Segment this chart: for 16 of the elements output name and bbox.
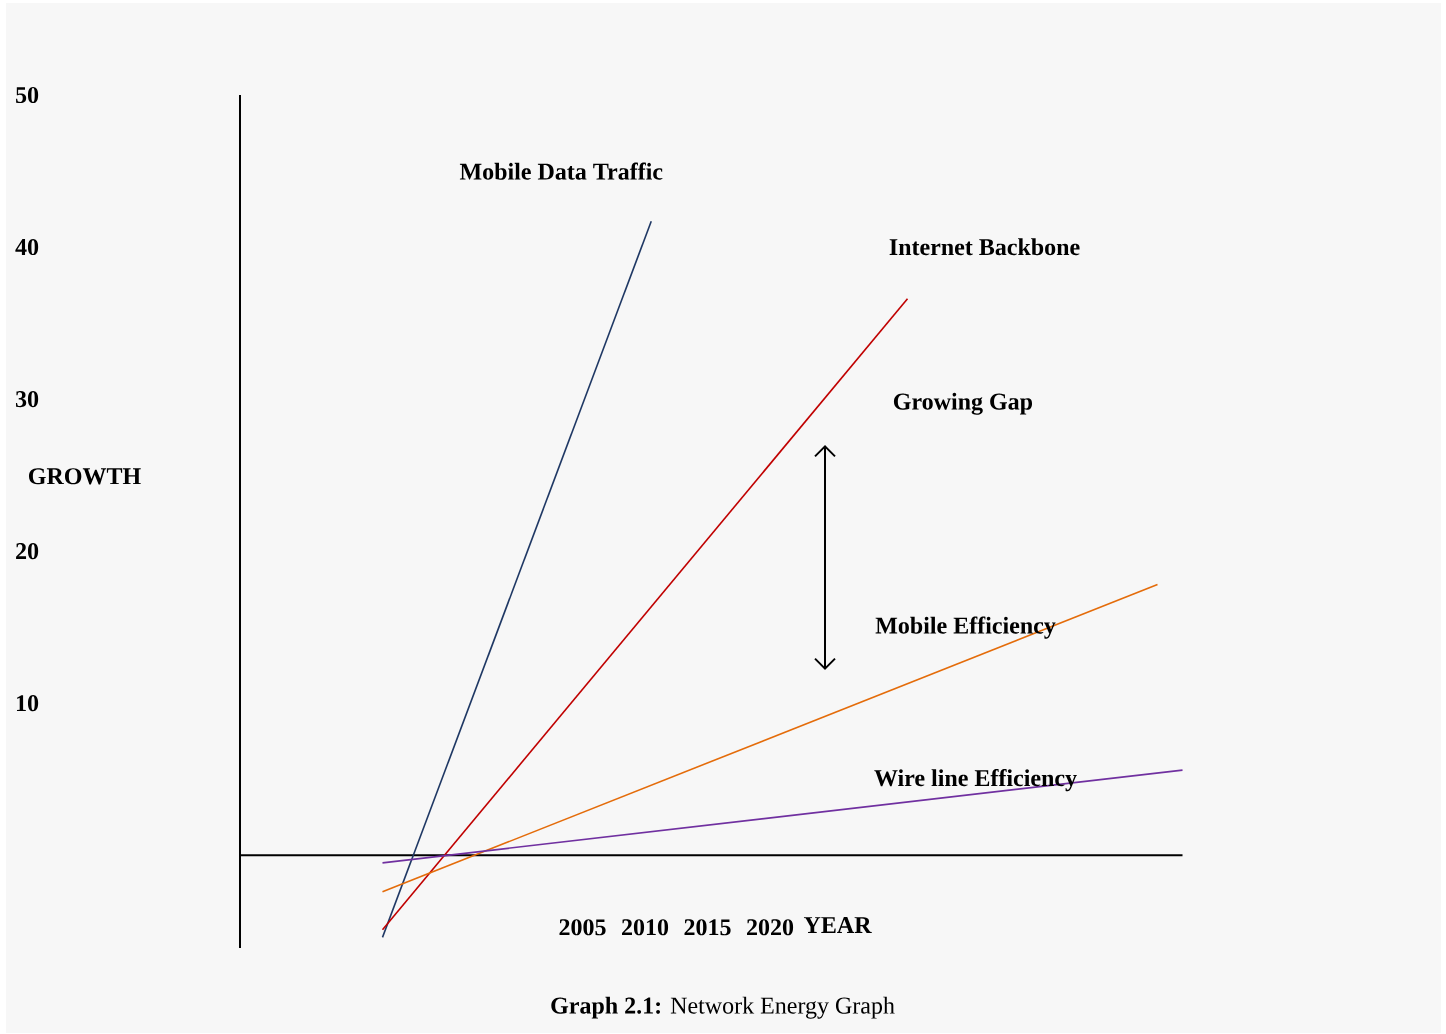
y-axis-title: GROWTH: [28, 468, 141, 485]
y-tick-label: 50: [16, 86, 39, 104]
text: Graph 2.1: Network Energy Graph: [551, 996, 895, 1019]
x-tick-label: 2010: [622, 919, 669, 936]
y-tick-label: 30: [15, 390, 39, 408]
y-tick-label: 40: [15, 238, 39, 256]
x-axis-title: YEAR: [803, 917, 872, 933]
series-label: Mobile Data Traffic: [459, 162, 663, 180]
x-tick-label: 2015: [684, 919, 731, 936]
y-tick-label: 20: [16, 543, 39, 560]
annotation: Growing Gap: [893, 392, 1033, 415]
series-label: Internet Backbone: [889, 238, 1080, 256]
x-tick-label: 2005: [559, 919, 606, 936]
series-label: Wire line Efficiency: [874, 769, 1077, 792]
y-tick-label: 10: [16, 695, 39, 712]
x-tick-label: 2020: [747, 919, 794, 936]
